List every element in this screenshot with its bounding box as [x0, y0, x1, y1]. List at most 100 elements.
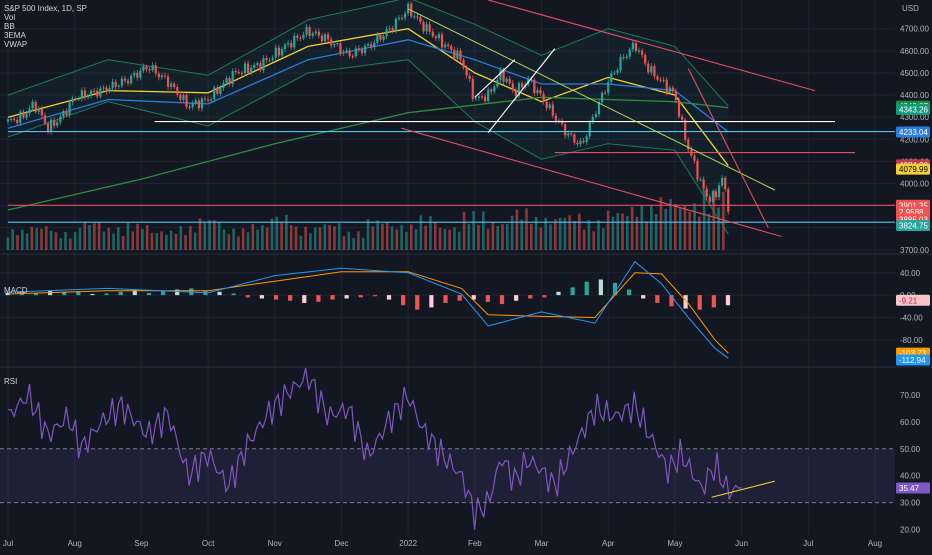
x-tick-label: Jul — [803, 539, 813, 548]
volume-bar — [121, 235, 125, 250]
volume-bar — [597, 220, 600, 250]
candle-body — [96, 90, 99, 97]
candle-body — [219, 88, 222, 94]
symbol-title[interactable]: S&P 500 Index, 1D, SP — [4, 4, 88, 13]
study-vwap[interactable]: VWAP — [4, 40, 28, 49]
candle-body — [336, 43, 339, 45]
candle-body — [111, 81, 114, 89]
volume-bar — [693, 203, 696, 250]
rsi-tick-label: 40.00 — [900, 472, 921, 481]
candle-body — [274, 47, 277, 58]
volume-bar — [88, 224, 91, 250]
candle-body — [637, 50, 641, 52]
candle-body — [548, 104, 551, 109]
candle-body — [508, 78, 511, 84]
volume-bar — [602, 228, 605, 250]
candle-body — [453, 49, 456, 59]
volume-bar — [385, 222, 389, 250]
volume-bar — [213, 220, 216, 250]
volume-bar — [30, 226, 34, 250]
macd-histogram-bar — [62, 292, 67, 296]
volume-bar — [645, 221, 648, 250]
candle-body — [394, 18, 397, 31]
volume-bar — [102, 231, 106, 250]
candle-body — [210, 99, 213, 101]
volume-bar — [366, 219, 370, 250]
candle-body — [517, 83, 521, 97]
candle-body — [49, 119, 53, 132]
macd-histogram-bar — [90, 294, 95, 296]
ema-mid-line — [7, 39, 729, 133]
macd-pane-label[interactable]: MACD — [4, 286, 28, 295]
candle-body — [114, 81, 117, 87]
x-tick-label: May — [667, 539, 682, 548]
volume-bar — [59, 238, 63, 250]
candle-body — [56, 122, 59, 126]
volume-bar — [246, 232, 250, 250]
candle-body — [370, 44, 373, 48]
candle-body — [16, 119, 19, 123]
candle-body — [640, 50, 644, 55]
candle-body — [724, 177, 727, 190]
price-tag-label-bg — [896, 219, 930, 231]
candle-body — [699, 179, 702, 181]
price-tick-label: 4400.00 — [900, 91, 929, 100]
volume-bar — [573, 221, 576, 250]
price-tick-label: 4600.00 — [900, 47, 929, 56]
candle-body — [582, 140, 585, 143]
volume-bar — [616, 213, 620, 250]
volume-bar — [722, 191, 725, 250]
candle-body — [280, 48, 284, 56]
volume-bar — [587, 220, 591, 250]
volume-bar — [611, 216, 615, 250]
volume-bar — [582, 229, 586, 250]
macd-value-tag: -103.73 — [899, 349, 927, 358]
candle-body — [493, 86, 496, 92]
macd-histogram-bar — [415, 295, 420, 310]
candle-body — [268, 59, 271, 61]
volume-bar — [241, 228, 245, 250]
ema-slow-line — [7, 96, 729, 211]
volume-bar — [21, 229, 24, 250]
candle-body — [90, 90, 93, 96]
candle-body — [123, 78, 127, 81]
candle-body — [434, 36, 437, 39]
price-tick-label: 3700.00 — [900, 246, 929, 255]
candle-body — [530, 78, 533, 80]
volume-bar — [6, 237, 10, 250]
candle-body — [157, 73, 160, 78]
candle-body — [170, 83, 173, 87]
macd-histogram-bar — [499, 295, 505, 305]
x-tick-label: Aug — [68, 539, 82, 548]
candle-body — [631, 42, 634, 50]
candle-body — [465, 67, 468, 76]
candle-body — [37, 108, 40, 112]
study-3ema[interactable]: 3EMA — [4, 31, 26, 40]
candle-body — [354, 48, 357, 57]
volume-bar — [198, 218, 202, 250]
candle-body — [302, 34, 305, 39]
candle-body — [536, 90, 539, 94]
candle-body — [71, 98, 74, 103]
volume-bar — [342, 236, 346, 250]
candle-body — [243, 63, 247, 74]
macd-histogram-bar — [302, 295, 307, 303]
volume-bar — [155, 232, 159, 250]
bollinger-fill — [8, 0, 729, 235]
volume-bar — [443, 228, 447, 250]
volume-bar — [261, 225, 264, 250]
rsi-tick-label: 30.00 — [900, 499, 921, 508]
macd-histogram-bar — [429, 295, 434, 308]
study-vol[interactable]: Vol — [4, 13, 16, 22]
study-bb[interactable]: BB — [4, 22, 15, 31]
candle-body — [416, 16, 419, 18]
volume-bar — [477, 225, 480, 250]
volume-bar — [275, 216, 279, 250]
candle-body — [360, 49, 364, 54]
rsi-pane-label[interactable]: RSI — [4, 377, 18, 386]
volume-bar — [112, 233, 115, 250]
candle-body — [665, 79, 668, 93]
macd-histogram-bar — [245, 295, 250, 298]
